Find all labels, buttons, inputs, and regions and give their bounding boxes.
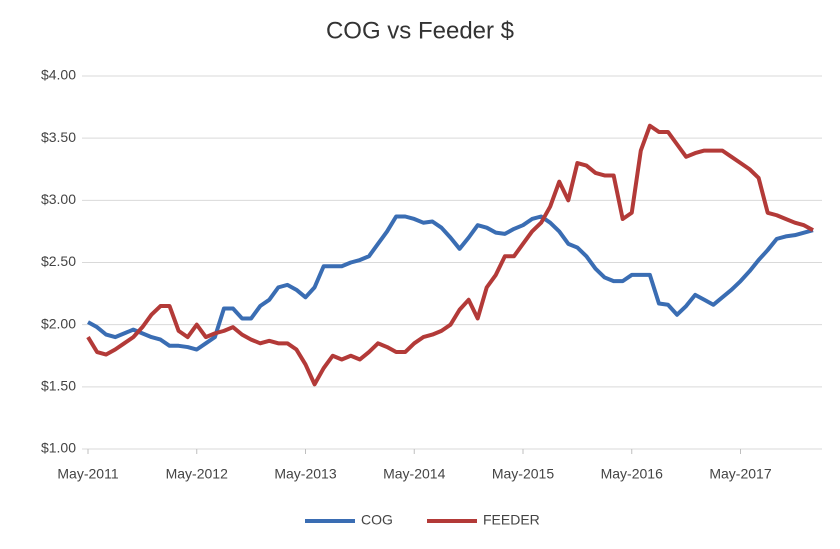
chart-title: COG vs Feeder $	[326, 17, 514, 44]
y-tick-label: $3.00	[41, 191, 76, 207]
x-tick-label: May-2014	[383, 466, 445, 482]
x-tick-label: May-2016	[601, 466, 663, 482]
x-tick-label: May-2015	[492, 466, 554, 482]
legend-label: COG	[361, 512, 393, 528]
x-tick-label: May-2017	[709, 466, 771, 482]
y-tick-label: $4.00	[41, 67, 76, 83]
x-tick-label: May-2012	[166, 466, 228, 482]
y-tick-label: $2.00	[41, 315, 76, 331]
y-tick-label: $2.50	[41, 253, 76, 269]
series-line	[87, 214, 814, 352]
series-line	[86, 123, 814, 387]
y-tick-label: $3.50	[41, 129, 76, 145]
legend-label: FEEDER	[483, 512, 540, 528]
y-tick-label: $1.50	[41, 378, 76, 394]
x-tick-label: May-2013	[274, 466, 336, 482]
y-tick-label: $1.00	[41, 440, 76, 456]
x-tick-label: May-2011	[57, 466, 118, 482]
